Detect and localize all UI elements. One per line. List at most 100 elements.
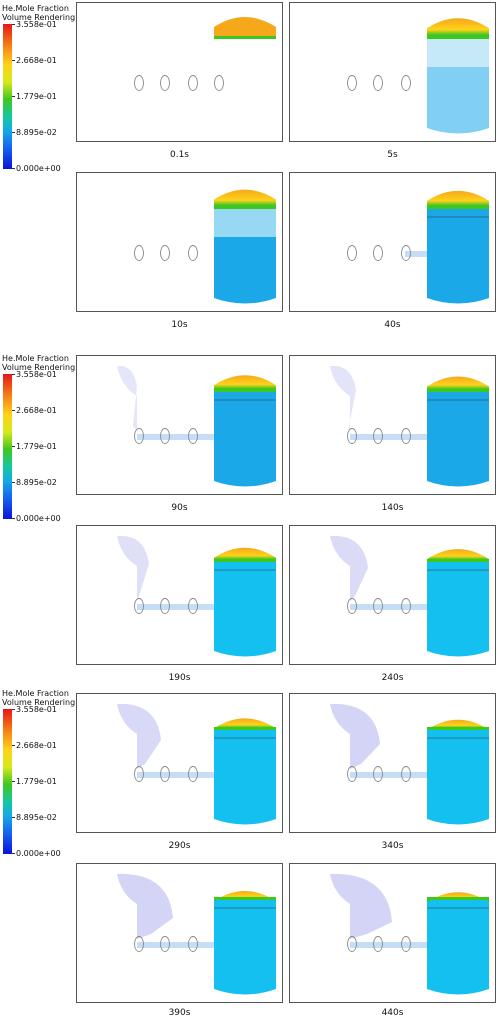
port-ellipse	[188, 936, 198, 952]
port-ellipse	[401, 936, 411, 952]
port-ellipse	[373, 428, 383, 444]
tank-body	[427, 730, 489, 825]
mixing-zone	[427, 39, 489, 67]
tick-label: 8.895e-02	[16, 813, 57, 822]
port-ellipse	[188, 75, 198, 91]
connecting-pipe	[137, 434, 214, 440]
dome-boundary	[427, 389, 489, 392]
helium-dome	[214, 17, 276, 39]
helium-dome	[214, 375, 276, 392]
helium-plume	[117, 703, 161, 769]
port-ellipse	[160, 598, 170, 614]
port-ellipse	[347, 75, 357, 91]
tick-label: 1.779e-01	[16, 92, 57, 101]
dome-boundary	[427, 559, 489, 562]
sim-panel-8	[76, 693, 283, 833]
port-ellipse	[134, 428, 144, 444]
connecting-pipe	[137, 772, 214, 778]
tick-label: 3.558e-01	[16, 705, 57, 714]
port-ellipse	[134, 936, 144, 952]
connecting-pipe	[350, 772, 427, 778]
port-ellipse	[373, 766, 383, 782]
connecting-pipe	[137, 604, 214, 610]
tick-label: 0.000e+00	[16, 164, 61, 173]
port-ellipse	[134, 245, 144, 261]
legend-subtitle: Volume Rendering 1	[2, 363, 83, 372]
tank-body	[427, 209, 489, 304]
port-ellipse	[401, 766, 411, 782]
tank-body	[427, 900, 489, 995]
colorbar-legend-3: He.Mole Fraction Volume Rendering 1 3.55…	[2, 689, 83, 858]
tank-body	[214, 392, 276, 487]
tick-label: 2.668e-01	[16, 406, 57, 415]
dome-boundary	[214, 727, 276, 730]
port-ellipse	[401, 428, 411, 444]
tick-label: 1.779e-01	[16, 442, 57, 451]
port-ellipse	[373, 936, 383, 952]
time-caption: 10s	[171, 320, 188, 330]
helium-dome	[427, 190, 489, 209]
tick-label: 1.779e-01	[16, 777, 57, 786]
port-ellipse	[214, 75, 224, 91]
sim-panel-6	[76, 525, 283, 665]
sim-panel-0	[76, 2, 283, 142]
legend-subtitle: Volume Rendering 1	[2, 698, 83, 707]
legend-title: He.Mole Fraction	[2, 354, 69, 363]
colorbar	[3, 374, 12, 519]
helium-dome	[214, 189, 276, 209]
tick-label: 3.558e-01	[16, 370, 57, 379]
tank-body	[214, 900, 276, 995]
helium-plume	[117, 873, 173, 939]
port-ellipse	[160, 766, 170, 782]
tick-label: 8.895e-02	[16, 478, 57, 487]
port-ellipse	[134, 75, 144, 91]
dome-boundary	[214, 389, 276, 392]
tank-body	[214, 562, 276, 657]
dome-boundary	[214, 559, 276, 562]
port-ellipse	[347, 936, 357, 952]
port-ellipse	[160, 75, 170, 91]
connecting-pipe	[405, 251, 427, 257]
port-ellipse	[373, 598, 383, 614]
time-caption: 390s	[168, 1008, 191, 1018]
helium-plume	[330, 365, 356, 431]
port-ellipse	[134, 598, 144, 614]
time-caption: 140s	[381, 503, 404, 513]
helium-plume	[117, 535, 149, 601]
colorbar	[3, 709, 12, 854]
time-caption: 0.1s	[169, 150, 189, 160]
port-ellipse	[188, 598, 198, 614]
sim-panel-9	[289, 693, 496, 833]
dome-boundary	[427, 897, 489, 900]
tick-label: 8.895e-02	[16, 128, 57, 137]
port-ellipse	[134, 766, 144, 782]
sim-panel-5	[289, 355, 496, 495]
colorbar-legend-1: He.Mole Fraction Volume Rendering 1 3.55…	[2, 4, 83, 173]
time-caption: 190s	[168, 673, 191, 683]
port-ellipse	[401, 598, 411, 614]
sim-panel-2	[76, 172, 283, 312]
connecting-pipe	[350, 434, 427, 440]
port-ellipse	[347, 245, 357, 261]
tick-label: 0.000e+00	[16, 514, 61, 523]
dome-boundary	[214, 897, 276, 900]
sim-panel-10	[76, 863, 283, 1003]
tick-label: 0.000e+00	[16, 849, 61, 858]
helium-dome	[427, 18, 489, 39]
colorbar-legend-2: He.Mole Fraction Volume Rendering 1 3.55…	[2, 354, 83, 523]
helium-plume	[330, 873, 392, 939]
tank-body	[214, 730, 276, 825]
tick-label: 3.558e-01	[16, 20, 57, 29]
legend-subtitle: Volume Rendering 1	[2, 13, 83, 22]
helium-dome	[427, 376, 489, 392]
port-ellipse	[188, 428, 198, 444]
colorbar	[3, 24, 12, 169]
time-caption: 90s	[171, 503, 188, 513]
dome-boundary	[214, 36, 276, 39]
helium-plume	[117, 365, 137, 431]
dome-boundary	[214, 206, 276, 209]
dome-boundary	[427, 727, 489, 730]
time-caption: 240s	[381, 673, 404, 683]
tick-label: 2.668e-01	[16, 56, 57, 65]
port-ellipse	[401, 75, 411, 91]
